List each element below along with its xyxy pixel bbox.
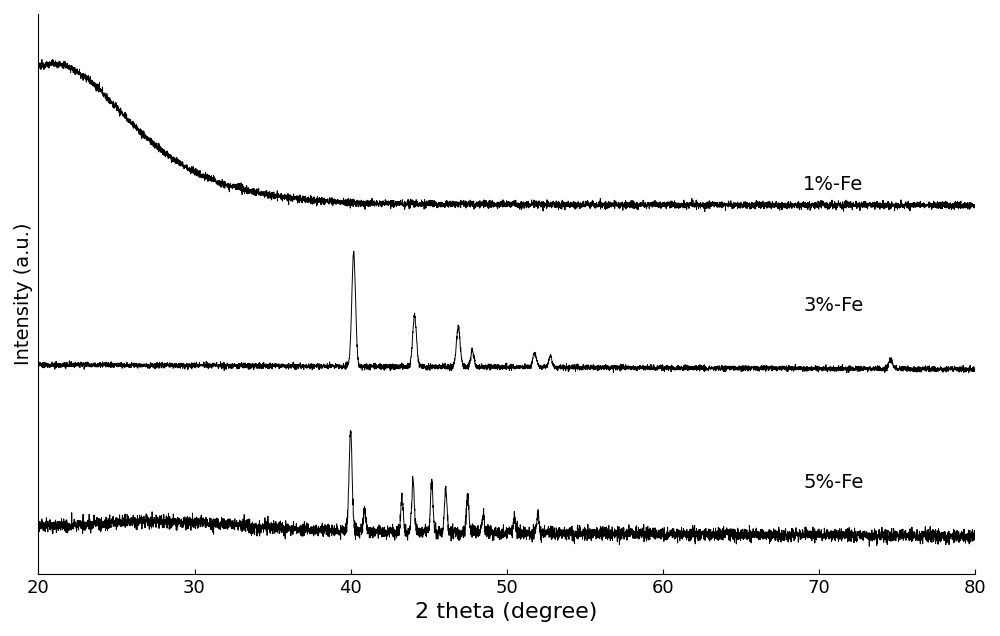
X-axis label: 2 theta (degree): 2 theta (degree) (415, 602, 598, 622)
Y-axis label: Intensity (a.u.): Intensity (a.u.) (14, 223, 33, 365)
Text: 3%-Fe: 3%-Fe (803, 296, 863, 315)
Text: 5%-Fe: 5%-Fe (803, 473, 864, 492)
Text: 1%-Fe: 1%-Fe (803, 175, 863, 194)
